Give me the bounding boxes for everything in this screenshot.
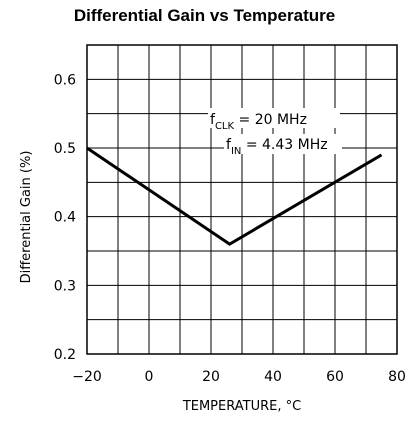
annotation-fin-text: fIN = 4.43 MHz bbox=[226, 137, 328, 157]
y-tick-label: 0.4 bbox=[54, 210, 76, 226]
annotation-fclk-text: fCLK = 20 MHz bbox=[210, 112, 307, 132]
y-tick-label: 0.5 bbox=[54, 141, 76, 157]
annotation-fclk: fCLK = 20 MHz bbox=[208, 108, 340, 132]
x-tick-label: 20 bbox=[202, 369, 220, 385]
x-tick-label: 0 bbox=[145, 369, 154, 385]
x-tick-label: −20 bbox=[72, 369, 102, 385]
y-tick-label: 0.3 bbox=[54, 278, 76, 294]
series-line bbox=[86, 146, 383, 246]
x-tick-label: 40 bbox=[264, 369, 282, 385]
annotation-fclk-bg bbox=[208, 108, 340, 128]
tick-labels: −20 0 20 40 60 80 0.2 0.3 0.4 0.5 0.6 bbox=[54, 72, 406, 385]
grid bbox=[86, 44, 398, 355]
x-tick-label: 80 bbox=[388, 369, 406, 385]
annotation-fin-bg bbox=[224, 134, 342, 154]
plot-frame bbox=[86, 44, 398, 355]
y-tick-label: 0.6 bbox=[54, 72, 76, 88]
y-axis-label: Differential Gain (%) bbox=[19, 151, 34, 284]
x-tick-label: 60 bbox=[326, 369, 344, 385]
x-axis-label: TEMPERATURE, °C bbox=[182, 399, 301, 414]
annotation-fin: fIN = 4.43 MHz bbox=[224, 134, 342, 157]
y-tick-label: 0.2 bbox=[54, 347, 76, 363]
chart-title: Differential Gain vs Temperature bbox=[73, 6, 336, 25]
series-layer bbox=[86, 146, 383, 246]
